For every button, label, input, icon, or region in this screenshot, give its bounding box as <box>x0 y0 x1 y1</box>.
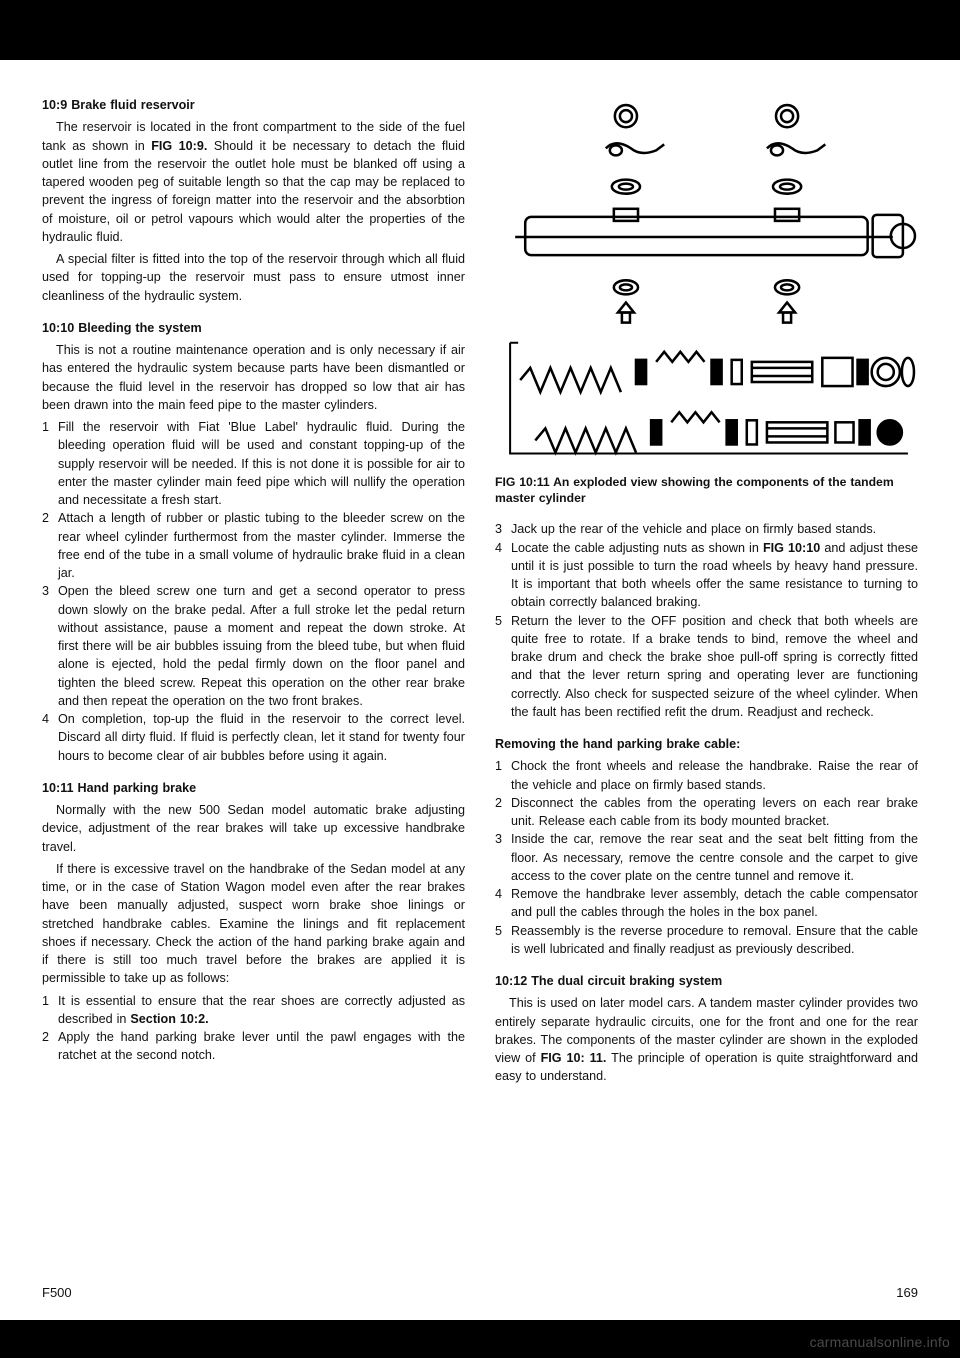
list-item: 3Jack up the rear of the vehicle and pla… <box>495 520 918 538</box>
list-number: 5 <box>495 612 511 722</box>
para-s1-1: The reservoir is located in the front co… <box>42 118 465 246</box>
list-number: 4 <box>495 539 511 612</box>
content-columns: 10:9 Brake fluid reservoir The reservoir… <box>42 96 918 1255</box>
list-number: 2 <box>42 1028 58 1065</box>
heading-10-10: 10:10 Bleeding the system <box>42 319 465 337</box>
exploded-diagram-icon <box>495 96 918 469</box>
list-s2: 1Fill the reservoir with Fiat 'Blue Labe… <box>42 418 465 765</box>
list-item: 1Fill the reservoir with Fiat 'Blue Labe… <box>42 418 465 509</box>
footer-right: 169 <box>896 1285 918 1300</box>
list-item: 4On completion, top-up the fluid in the … <box>42 710 465 765</box>
list-text: On completion, top-up the fluid in the r… <box>58 710 465 765</box>
list-text: Open the bleed screw one turn and get a … <box>58 582 465 710</box>
list-item: 4Remove the handbrake lever assembly, de… <box>495 885 918 922</box>
list-text: It is essential to ensure that the rear … <box>58 992 465 1029</box>
watermark: carmanualsonline.info <box>810 1334 950 1350</box>
list-number: 1 <box>495 757 511 794</box>
page: 10:9 Brake fluid reservoir The reservoir… <box>0 60 960 1320</box>
list-s3: 1It is essential to ensure that the rear… <box>42 992 465 1065</box>
list-item: 2Disconnect the cables from the operatin… <box>495 794 918 831</box>
list-number: 3 <box>42 582 58 710</box>
list-s5: 1Chock the front wheels and release the … <box>495 757 918 958</box>
list-number: 2 <box>495 794 511 831</box>
list-text: Jack up the rear of the vehicle and plac… <box>511 520 918 538</box>
list-item: 3Inside the car, remove the rear seat an… <box>495 830 918 885</box>
list-text: Attach a length of rubber or plastic tub… <box>58 509 465 582</box>
list-text: Remove the handbrake lever assembly, det… <box>511 885 918 922</box>
page-footer: F500 169 <box>42 1255 918 1300</box>
list-item: 1It is essential to ensure that the rear… <box>42 992 465 1029</box>
figure-10-11: FIG 10:11 An exploded view showing the c… <box>495 96 918 506</box>
para-s1-2: A special filter is fitted into the top … <box>42 250 465 305</box>
list-number: 2 <box>42 509 58 582</box>
para-s2-1: This is not a routine maintenance operat… <box>42 341 465 414</box>
list-number: 1 <box>42 992 58 1029</box>
footer-left: F500 <box>42 1285 72 1300</box>
list-text: Chock the front wheels and release the h… <box>511 757 918 794</box>
heading-removing: Removing the hand parking brake cable: <box>495 735 918 753</box>
list-number: 1 <box>42 418 58 509</box>
list-text: Fill the reservoir with Fiat 'Blue Label… <box>58 418 465 509</box>
section-ref: Section 10:2. <box>130 1012 208 1026</box>
list-text: Apply the hand parking brake lever until… <box>58 1028 465 1065</box>
right-column: FIG 10:11 An exploded view showing the c… <box>495 96 918 1255</box>
list-number: 3 <box>495 830 511 885</box>
figure-caption: FIG 10:11 An exploded view showing the c… <box>495 475 918 507</box>
list-text: Locate the cable adjusting nuts as shown… <box>511 539 918 612</box>
para-s3-2: If there is excessive travel on the hand… <box>42 860 465 988</box>
list-text: Reassembly is the reverse procedure to r… <box>511 922 918 959</box>
list-text: Disconnect the cables from the operating… <box>511 794 918 831</box>
list-text: Return the lever to the OFF position and… <box>511 612 918 722</box>
list-number: 5 <box>495 922 511 959</box>
left-column: 10:9 Brake fluid reservoir The reservoir… <box>42 96 465 1255</box>
list-item: 5Reassembly is the reverse procedure to … <box>495 922 918 959</box>
list-item: 2Apply the hand parking brake lever unti… <box>42 1028 465 1065</box>
text: It is essential to ensure that the rear … <box>58 994 465 1026</box>
list-number: 3 <box>495 520 511 538</box>
fig-ref: FIG 10:10 <box>763 541 820 555</box>
list-item: 4Locate the cable adjusting nuts as show… <box>495 539 918 612</box>
list-s4: 3Jack up the rear of the vehicle and pla… <box>495 520 918 721</box>
list-text: Inside the car, remove the rear seat and… <box>511 830 918 885</box>
list-number: 4 <box>495 885 511 922</box>
text: Locate the cable adjusting nuts as shown… <box>511 541 763 555</box>
text: Should it be necessary to detach the flu… <box>42 139 465 244</box>
heading-10-9: 10:9 Brake fluid reservoir <box>42 96 465 114</box>
list-item: 3Open the bleed screw one turn and get a… <box>42 582 465 710</box>
list-item: 2Attach a length of rubber or plastic tu… <box>42 509 465 582</box>
heading-10-12: 10:12 The dual circuit braking system <box>495 972 918 990</box>
list-item: 1Chock the front wheels and release the … <box>495 757 918 794</box>
fig-ref: FIG 10:9. <box>151 139 207 153</box>
heading-10-11: 10:11 Hand parking brake <box>42 779 465 797</box>
para-s3-1: Normally with the new 500 Sedan model au… <box>42 801 465 856</box>
list-item: 5Return the lever to the OFF position an… <box>495 612 918 722</box>
para-s6-1: This is used on later model cars. A tand… <box>495 994 918 1085</box>
fig-ref: FIG 10: 11. <box>541 1051 607 1065</box>
list-number: 4 <box>42 710 58 765</box>
